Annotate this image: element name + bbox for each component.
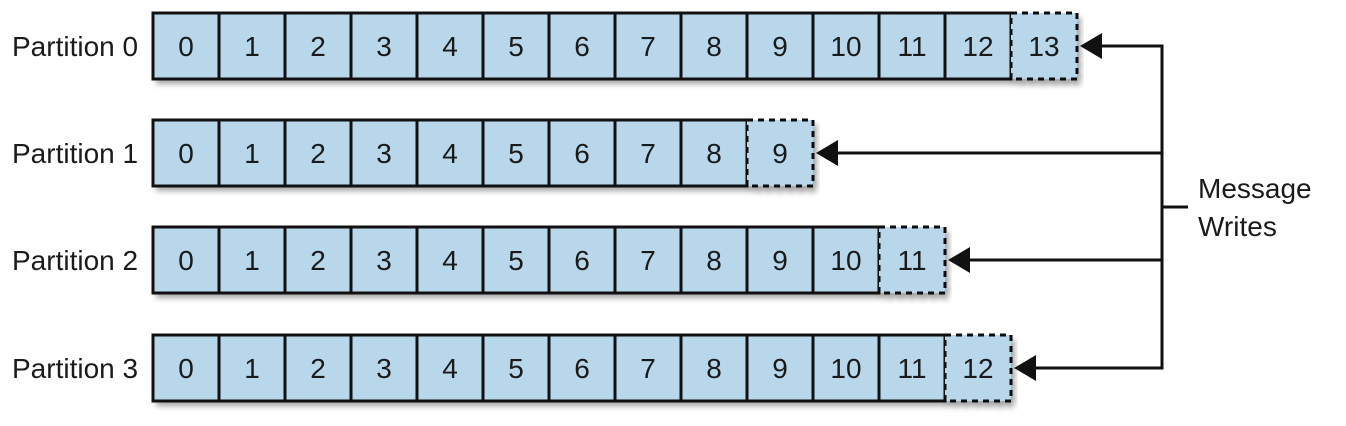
- offset-cell: [217, 11, 287, 81]
- offset-cell: [613, 333, 683, 403]
- write-arrowhead-icon: [1014, 355, 1036, 381]
- offset-cell: [415, 11, 485, 81]
- offset-label: 8: [706, 245, 722, 276]
- offset-cell: [283, 11, 353, 81]
- annotation-line-2: Writes: [1198, 211, 1277, 242]
- write-arrowhead-icon: [1080, 33, 1102, 59]
- offset-label: 4: [442, 138, 458, 169]
- write-arrowhead-icon: [948, 247, 970, 273]
- message-writes-annotation: Message Writes: [1198, 173, 1312, 242]
- offset-cell: [481, 11, 551, 81]
- offset-label: 5: [508, 245, 524, 276]
- offset-label: 9: [772, 353, 788, 384]
- partition-0: Partition 0 0 1 2 3 4 5 6 7 8 9 10 11 12 13: [12, 11, 1079, 81]
- next-offset-label: 12: [962, 353, 993, 384]
- offset-label: 0: [178, 353, 194, 384]
- next-offset-cell: [1009, 11, 1079, 81]
- offset-label: 11: [897, 353, 926, 384]
- offset-label: 9: [772, 31, 788, 62]
- offset-label: 1: [244, 353, 260, 384]
- offset-cell: [745, 11, 815, 81]
- offset-label: 4: [442, 353, 458, 384]
- offset-label: 2: [310, 353, 326, 384]
- partition-3: Partition 3 0 1 2 3 4 5 6 7 8 9 10 11 12: [12, 333, 1013, 403]
- offset-label: 7: [640, 353, 656, 384]
- offset-label: 2: [310, 245, 326, 276]
- offset-cell: [349, 11, 419, 81]
- offset-label: 10: [830, 31, 861, 62]
- offset-label: 7: [640, 138, 656, 169]
- partition-label: Partition 3: [12, 353, 138, 384]
- offset-cell: [481, 333, 551, 403]
- offset-label: 6: [574, 245, 590, 276]
- offset-label: 5: [508, 353, 524, 384]
- offset-label: 3: [376, 353, 392, 384]
- offset-cell: [481, 225, 551, 295]
- offset-label: 4: [442, 31, 458, 62]
- offset-label: 3: [376, 31, 392, 62]
- offset-label: 1: [244, 138, 260, 169]
- offset-cell: [151, 333, 221, 403]
- next-offset-cell: [877, 225, 947, 295]
- offset-label: 1: [244, 31, 260, 62]
- offset-cell: [745, 225, 815, 295]
- offset-label: 10: [830, 353, 861, 384]
- next-offset-label: 13: [1028, 31, 1059, 62]
- offset-label: 12: [962, 31, 993, 62]
- offset-cell: [613, 11, 683, 81]
- partition-label: Partition 1: [12, 138, 138, 169]
- next-offset-label: 11: [897, 245, 926, 276]
- offset-cell: [745, 333, 815, 403]
- offset-cell: [679, 118, 749, 188]
- offset-label: 6: [574, 138, 590, 169]
- offset-label: 2: [310, 138, 326, 169]
- offset-label: 5: [508, 138, 524, 169]
- offset-label: 8: [706, 353, 722, 384]
- next-offset-label: 9: [772, 138, 788, 169]
- offset-label: 5: [508, 31, 524, 62]
- offset-cell: [877, 333, 947, 403]
- next-offset-cell: [745, 118, 815, 188]
- offset-cell: [877, 11, 947, 81]
- offset-label: 10: [830, 245, 861, 276]
- offset-cell: [283, 118, 353, 188]
- offset-label: 0: [178, 245, 194, 276]
- offset-label: 6: [574, 353, 590, 384]
- offset-label: 6: [574, 31, 590, 62]
- partition-2: Partition 2 0 1 2 3 4 5 6 7 8 9 10 11: [12, 225, 947, 295]
- offset-label: 3: [376, 138, 392, 169]
- offset-label: 0: [178, 138, 194, 169]
- offset-cell: [283, 225, 353, 295]
- offset-cell: [613, 225, 683, 295]
- offset-label: 7: [640, 31, 656, 62]
- offset-cell: [679, 225, 749, 295]
- offset-label: 8: [706, 31, 722, 62]
- offset-label: 1: [244, 245, 260, 276]
- offset-cell: [811, 11, 881, 81]
- offset-label: 11: [897, 31, 926, 62]
- offset-label: 2: [310, 31, 326, 62]
- offset-cell: [217, 333, 287, 403]
- offset-cell: [415, 333, 485, 403]
- offset-cell: [217, 225, 287, 295]
- offset-label: 7: [640, 245, 656, 276]
- partition-label: Partition 2: [12, 245, 138, 276]
- partition-1: Partition 1 0 1 2 3 4 5 6 7 8 9: [12, 118, 815, 188]
- offset-cell: [943, 11, 1013, 81]
- offset-cell: [349, 118, 419, 188]
- offset-label: 4: [442, 245, 458, 276]
- partition-label: Partition 0: [12, 31, 138, 62]
- offset-cell: [151, 225, 221, 295]
- message-writes-connector: [816, 33, 1188, 381]
- offset-label: 8: [706, 138, 722, 169]
- offset-label: 9: [772, 245, 788, 276]
- offset-label: 0: [178, 31, 194, 62]
- next-offset-cell: [943, 333, 1013, 403]
- annotation-line-1: Message: [1198, 173, 1312, 204]
- offset-label: 3: [376, 245, 392, 276]
- offset-cell: [151, 11, 221, 81]
- write-arrowhead-icon: [816, 140, 838, 166]
